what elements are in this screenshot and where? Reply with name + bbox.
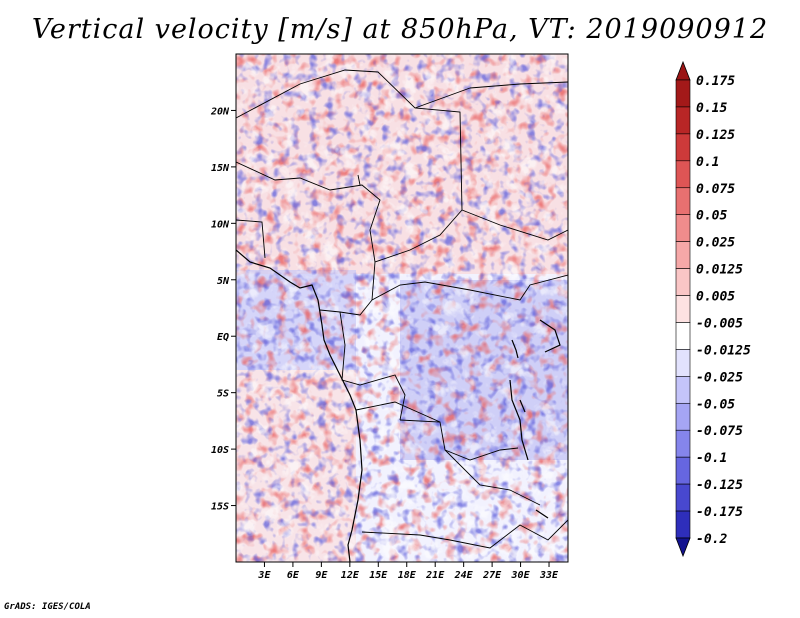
- colorbar-cell: [675, 160, 691, 189]
- colorbar-bottom-arrow: [675, 537, 691, 558]
- lon-tick-label: 6E: [287, 570, 300, 581]
- colorbar-label: 0.025: [696, 236, 735, 251]
- colorbar-cell: [675, 133, 691, 162]
- longitude-axis: 3E 6E 9E 12E 15E 18E 21E 24E 27E 30E 33E: [257, 562, 559, 581]
- map-frame: [235, 53, 569, 563]
- lat-tick-label: 10N: [211, 219, 230, 230]
- colorbar-cell: [675, 241, 691, 269]
- lat-tick-label: 20N: [210, 106, 230, 117]
- lon-tick-label: 3E: [257, 570, 271, 581]
- colorbar-label: -0.025: [696, 370, 743, 385]
- lat-tick-label: EQ: [217, 332, 229, 343]
- colorbar-label: -0.0125: [696, 343, 751, 358]
- lat-tick-label: 10S: [211, 445, 229, 456]
- colorbar-label: -0.075: [696, 424, 743, 439]
- colorbar-cell: [675, 214, 691, 242]
- colorbar-label: -0.05: [696, 397, 735, 412]
- lon-tick-label: 9E: [315, 570, 328, 581]
- lat-tick-label: 5N: [217, 276, 230, 287]
- colorbar-cell: [675, 510, 691, 539]
- lat-tick-label: 15N: [211, 163, 230, 174]
- colorbar-label: 0.0125: [696, 263, 743, 278]
- lon-tick-label: 12E: [341, 570, 360, 581]
- lon-tick-label: 27E: [482, 570, 502, 581]
- colorbar-cell: [675, 349, 691, 377]
- colorbar-cell: [675, 402, 691, 431]
- lat-tick-label: 5S: [217, 389, 229, 400]
- colorbar-label: 0.075: [696, 182, 735, 197]
- colorbar-cell: [675, 483, 691, 512]
- colorbar-label: 0.15: [696, 101, 727, 116]
- colorbar: 0.175 0.15 0.125 0.1 0.075 0.05 0.025 0.0125 0.0…: [675, 60, 751, 558]
- colorbar-cell: [675, 376, 691, 404]
- colorbar-cell: [675, 456, 691, 485]
- lon-tick-label: 18E: [398, 570, 417, 581]
- grads-credit: GrADS: IGES/COLA: [4, 602, 91, 612]
- lon-tick-label: 33E: [539, 570, 559, 581]
- map-title: Vertical velocity [m/s] at 850hPa, VT: 2…: [31, 14, 769, 45]
- colorbar-cell: [675, 322, 691, 350]
- colorbar-cell: [675, 295, 691, 323]
- colorbar-top-arrow: [675, 60, 691, 81]
- colorbar-label: 0.005: [696, 290, 735, 305]
- colorbar-label: -0.175: [696, 505, 743, 520]
- lat-tick-label: 15S: [211, 502, 229, 513]
- lon-tick-label: 15E: [369, 570, 388, 581]
- colorbar-cell: [675, 268, 691, 296]
- colorbar-cell: [675, 187, 691, 216]
- colorbar-label: -0.2: [696, 532, 727, 547]
- latitude-axis: 20N 15N 10N 5N EQ 5S 10S 15S: [210, 106, 236, 513]
- colorbar-cell: [675, 106, 691, 135]
- colorbar-label: -0.125: [696, 478, 743, 493]
- colorbar-label: -0.1: [696, 451, 727, 466]
- colorbar-label: -0.005: [696, 316, 743, 331]
- colorbar-cell: [675, 79, 691, 108]
- country-borders: [236, 69, 568, 549]
- colorbar-label: 0.125: [696, 128, 735, 143]
- lakes: [509, 319, 561, 519]
- colorbar-label: 0.05: [696, 209, 727, 224]
- velocity-field: [236, 54, 568, 562]
- lon-tick-label: 24E: [454, 570, 474, 581]
- coastline: [236, 249, 363, 562]
- colorbar-label: 0.175: [696, 74, 735, 89]
- lon-tick-label: 21E: [425, 570, 445, 581]
- lon-tick-label: 30E: [511, 570, 531, 581]
- colorbar-cell: [675, 429, 691, 458]
- colorbar-label: 0.1: [696, 155, 719, 170]
